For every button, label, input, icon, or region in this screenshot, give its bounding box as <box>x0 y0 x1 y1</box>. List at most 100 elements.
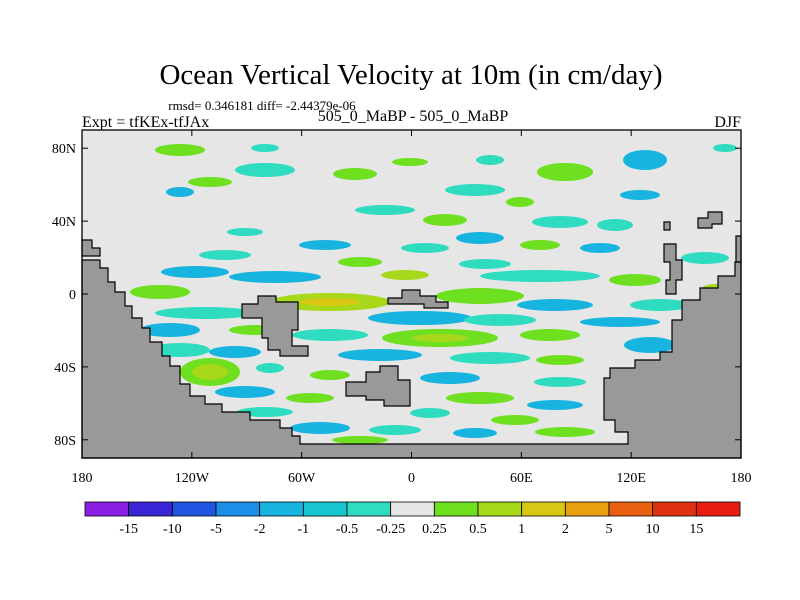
contour-patch <box>597 219 633 231</box>
y-tick-label: 0 <box>69 288 76 303</box>
stats-line: rmsd= 0.346181 diff= -2.44379e-06 <box>168 98 356 113</box>
contour-patch <box>161 266 229 278</box>
contour-patch <box>209 346 261 358</box>
contour-patch <box>251 144 279 152</box>
y-tick-label: 80N <box>52 142 76 157</box>
contour-patch <box>517 299 593 311</box>
map-area <box>81 129 742 459</box>
contour-patch <box>527 400 583 410</box>
contour-patch <box>580 243 620 253</box>
contour-patch <box>338 349 422 361</box>
contour-patch <box>453 428 497 438</box>
colorbar-label: 0.25 <box>422 522 447 537</box>
land-east-north <box>697 211 723 229</box>
contour-patch <box>630 299 690 311</box>
y-tick-label: 40N <box>52 215 76 230</box>
contour-patch <box>332 436 388 444</box>
contour-patch <box>256 363 284 373</box>
colorbar-label: -5 <box>210 522 222 537</box>
contour-patch <box>368 311 472 325</box>
contour-patch <box>624 337 676 353</box>
left-label: Expt = tfKEx-tfJAx <box>82 114 209 131</box>
colorbar-swatch <box>346 501 392 517</box>
land-central-south <box>241 295 309 357</box>
colorbar-swatch <box>608 501 654 517</box>
contour-patch <box>506 197 534 207</box>
contour-patch <box>681 252 729 264</box>
colorbar-swatch <box>390 501 435 517</box>
contour-patch <box>537 163 593 181</box>
colorbar-swatch <box>128 501 173 517</box>
contour-patch <box>300 298 360 306</box>
contour-patch <box>464 314 536 326</box>
contour-patch <box>392 158 428 166</box>
land-americas <box>81 259 742 459</box>
contour-patch <box>140 323 200 337</box>
contour-patch <box>292 329 368 341</box>
contour-patch <box>446 392 514 404</box>
contour-patch <box>459 259 511 269</box>
contour-patch <box>338 257 382 267</box>
x-tick-label: 180 <box>731 471 752 486</box>
contour-patch <box>580 317 660 327</box>
x-tick-label: 60E <box>510 471 533 486</box>
colorbar-label: -1 <box>297 522 309 537</box>
contour-patch <box>166 187 194 197</box>
x-tick-label: 120W <box>175 471 210 486</box>
colorbar-label: -2 <box>254 522 266 537</box>
chart-title: Ocean Vertical Velocity at 10m (in cm/da… <box>159 59 662 91</box>
contour-patch <box>155 144 205 156</box>
land-east-strip <box>663 243 683 295</box>
colorbar-label: 0.5 <box>469 522 487 537</box>
contour-patch <box>520 329 580 341</box>
contour-patch <box>412 334 468 342</box>
contour-patch <box>333 168 377 180</box>
contour-patch <box>229 271 321 283</box>
y-tick-label: 80S <box>54 434 76 449</box>
contour-patch <box>436 288 524 304</box>
contour-patch <box>420 372 480 384</box>
colorbar-swatch <box>521 501 566 517</box>
colorbar: -15 -10 -5 -2 -1 -0.5 -0.25 0.25 0.5 1 2 5 10 15 <box>84 501 741 537</box>
land-east-small <box>663 221 671 231</box>
contour-patch <box>450 352 530 364</box>
x-tick-label: 0 <box>408 471 415 486</box>
colorbar-label: 10 <box>646 522 660 537</box>
contour-field <box>130 144 737 444</box>
colorbar-swatch <box>84 501 130 517</box>
contour-patch <box>199 250 251 260</box>
contour-patch <box>620 190 660 200</box>
colorbar-swatch <box>302 501 348 517</box>
contour-patch <box>227 228 263 236</box>
contour-patch <box>155 307 255 319</box>
center-label: 505_0_MaBP - 505_0_MaBP <box>318 108 509 125</box>
contour-patch <box>299 240 351 250</box>
right-label: DJF <box>714 114 741 131</box>
contour-patch <box>215 386 275 398</box>
contour-patch <box>536 355 584 365</box>
colorbar-label: -10 <box>163 522 182 537</box>
contour-patch <box>355 205 415 215</box>
contour-patch <box>150 343 210 357</box>
contour-patch <box>188 177 232 187</box>
y-tick-label: 40S <box>54 361 76 376</box>
axes: 180 120W 60W 0 60E 120E 180 80N 40N 0 40S 80S <box>52 130 752 486</box>
contour-patch <box>290 422 350 434</box>
contour-patch <box>286 393 334 403</box>
contour-patch <box>623 150 667 170</box>
contour-patch <box>476 155 504 165</box>
contour-patch <box>235 163 295 177</box>
colorbar-label: 1 <box>518 522 525 537</box>
contour-patch <box>534 377 586 387</box>
colorbar-swatch <box>259 501 304 517</box>
colorbar-label: 2 <box>562 522 569 537</box>
contour-patch <box>310 370 350 380</box>
contour-patch <box>491 415 539 425</box>
x-tick-label: 180 <box>72 471 93 486</box>
contour-patch <box>369 425 421 435</box>
contour-patch <box>237 407 293 417</box>
colorbar-swatch <box>695 501 741 517</box>
contour-patch <box>532 216 588 228</box>
colorbar-swatch <box>215 501 261 517</box>
x-tick-label: 120E <box>616 471 646 486</box>
